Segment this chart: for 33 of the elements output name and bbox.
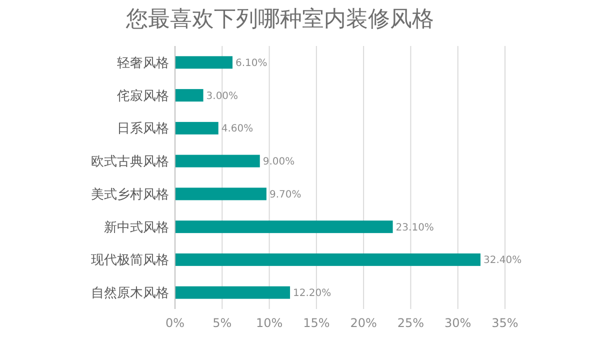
y-tick-label: 自然原木风格 xyxy=(91,286,169,302)
bar xyxy=(175,220,393,234)
x-tick-label: 30% xyxy=(444,316,472,330)
bar xyxy=(175,286,290,299)
chart-title: 您最喜欢下列哪种室内装修风格 xyxy=(125,7,434,32)
x-tick-label: 10% xyxy=(256,316,283,330)
data-label: 4.60% xyxy=(221,124,254,135)
y-tick-label: 日系风格 xyxy=(117,122,169,137)
x-tick-label: 15% xyxy=(303,316,330,330)
x-tick-label: 35% xyxy=(492,316,518,330)
bar xyxy=(175,89,204,102)
data-label: 32.40% xyxy=(483,255,522,266)
y-tick-label: 美式乡村风格 xyxy=(91,186,169,202)
bar xyxy=(175,56,233,69)
bar xyxy=(175,188,266,200)
y-tick-label: 轻奢风格 xyxy=(117,56,169,71)
x-tick-label: 5% xyxy=(212,316,232,330)
x-tick-label: 0% xyxy=(165,316,185,330)
data-label: 12.20% xyxy=(293,288,332,300)
x-tick-label: 25% xyxy=(397,316,424,330)
y-tick-label: 欧式古典风格 xyxy=(91,154,169,170)
data-label: 9.00% xyxy=(262,156,295,168)
y-tick-label: 侘寂风格 xyxy=(117,88,169,104)
data-label: 3.00% xyxy=(206,90,238,102)
data-label: 9.70% xyxy=(269,189,302,200)
data-label: 6.10% xyxy=(236,58,268,69)
data-label: 23.10% xyxy=(396,222,434,234)
y-tick-label: 现代极简风格 xyxy=(91,253,169,268)
y-tick-label: 新中式风格 xyxy=(104,220,169,236)
x-tick-label: 20% xyxy=(350,316,377,330)
bar xyxy=(175,154,260,168)
bar xyxy=(175,122,218,134)
bar xyxy=(175,253,480,266)
